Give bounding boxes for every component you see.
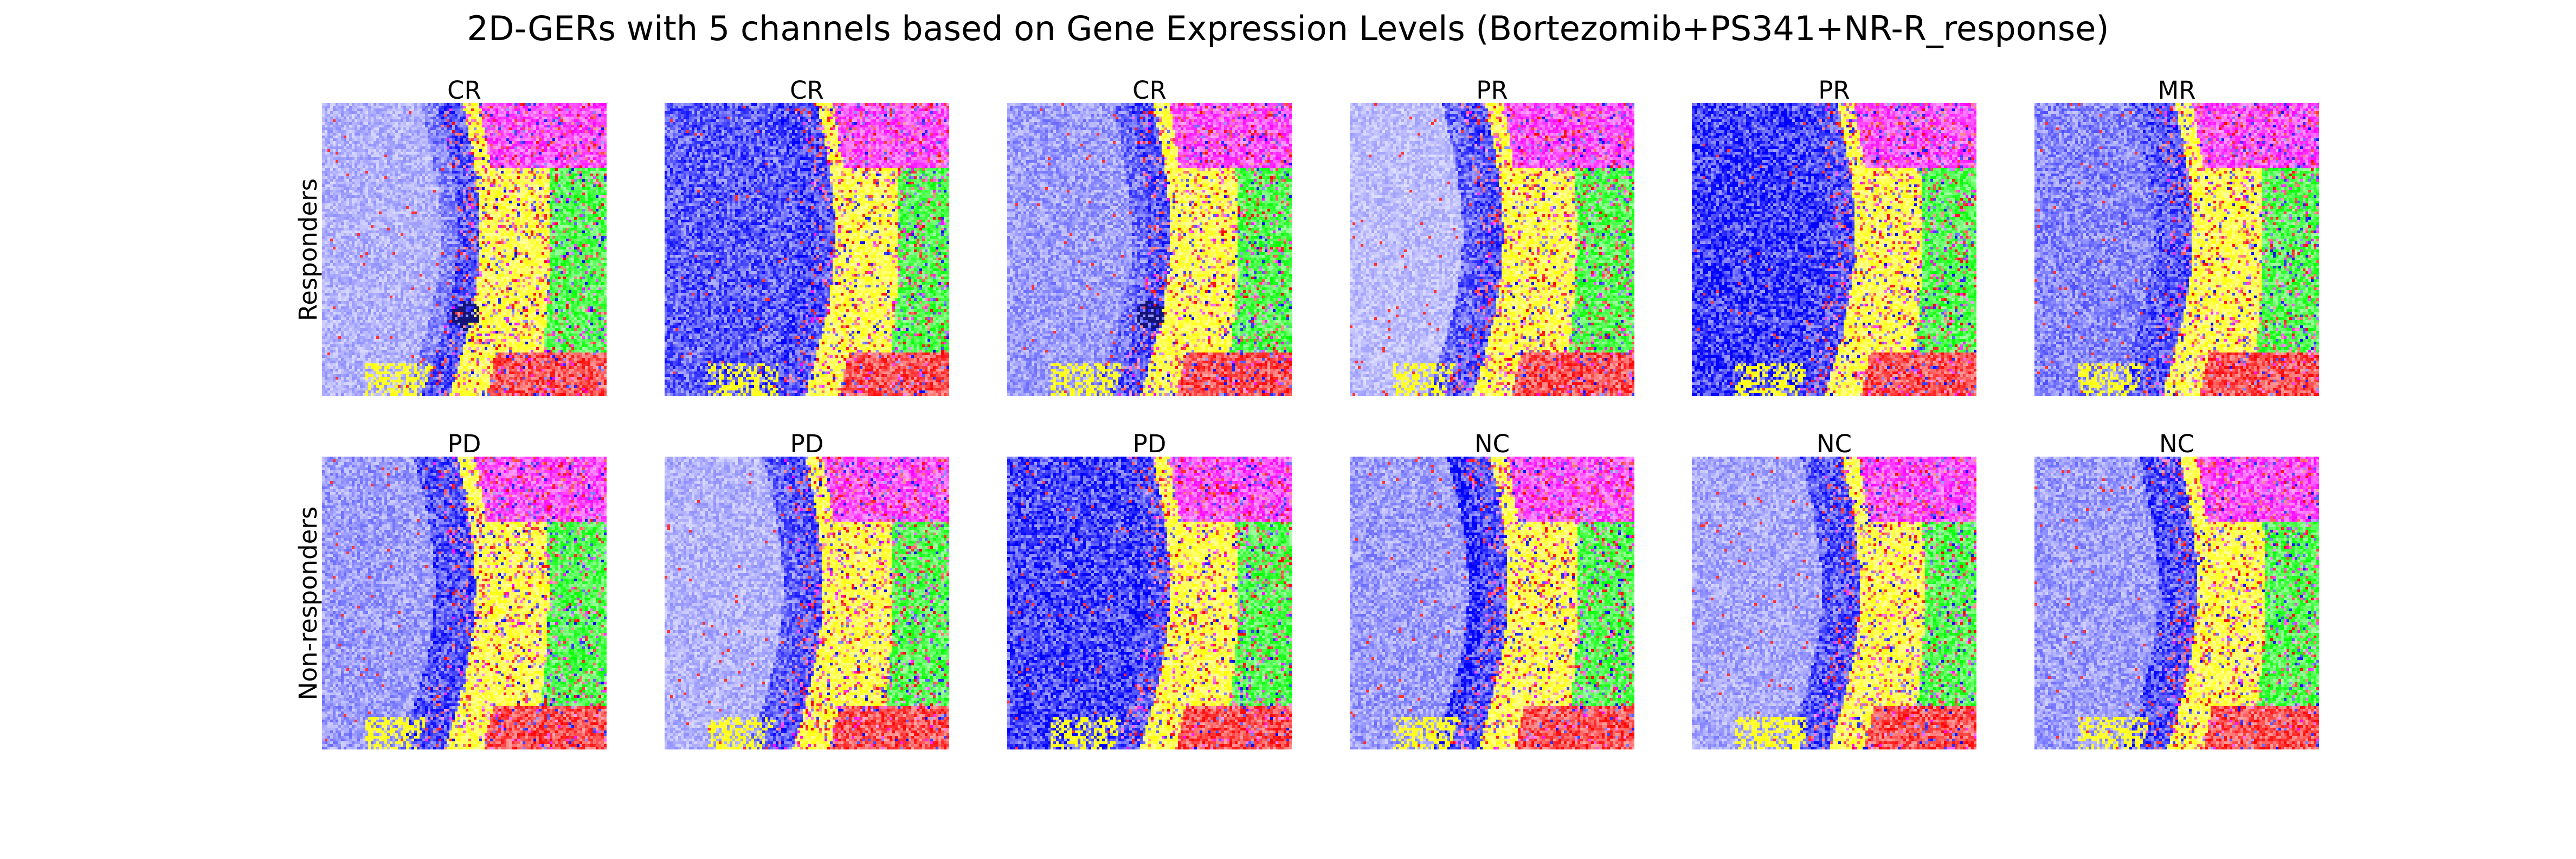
- panel-title: PD: [447, 430, 481, 458]
- heatmap-panel: [665, 457, 949, 749]
- panel-title: NC: [1816, 430, 1852, 458]
- panel-title: PD: [790, 430, 824, 458]
- panel-title: CR: [790, 76, 824, 105]
- panel-title: PR: [1818, 76, 1850, 105]
- panel-title: MR: [2158, 76, 2196, 105]
- heatmap-panel: [322, 103, 607, 396]
- heatmap-panel: [1692, 457, 1976, 749]
- panel-title: NC: [2159, 430, 2195, 458]
- heatmap-panel: [1007, 457, 1292, 749]
- panel-title: PD: [1132, 430, 1167, 458]
- heatmap-panel: [665, 103, 949, 396]
- panel-title: CR: [447, 76, 481, 105]
- panel-title: NC: [1474, 430, 1510, 458]
- heatmap-panel: [2034, 103, 2319, 396]
- figure-title: 2D-GERs with 5 channels based on Gene Ex…: [467, 9, 2109, 48]
- heatmap-panel: [2034, 457, 2319, 749]
- heatmap-panel: [1350, 103, 1634, 396]
- heatmap-panel: [322, 457, 607, 749]
- panel-title: PR: [1476, 76, 1508, 105]
- panel-title: CR: [1132, 76, 1167, 105]
- heatmap-panel: [1350, 457, 1634, 749]
- row-label-responders: Responders: [293, 178, 323, 321]
- heatmap-panel: [1692, 103, 1976, 396]
- row-label-non-responders: Non-responders: [293, 506, 323, 700]
- heatmap-panel: [1007, 103, 1292, 396]
